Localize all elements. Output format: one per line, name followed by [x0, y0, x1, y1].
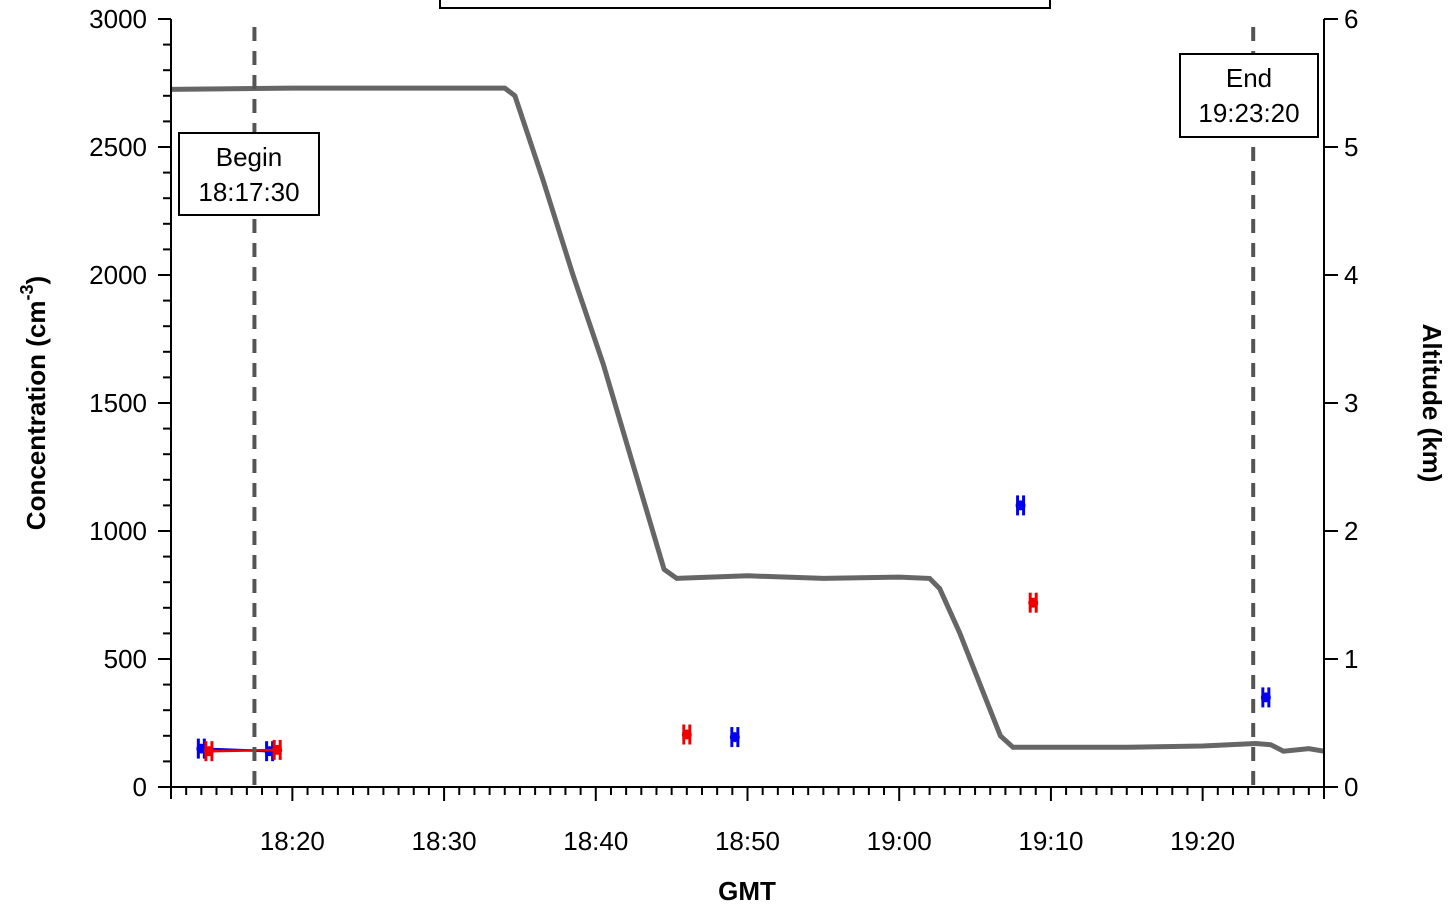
x-tick-label: 18:20 [260, 826, 325, 856]
y-right-tick-label: 3 [1344, 388, 1358, 418]
series-1-point [272, 744, 283, 755]
series-0-point [1260, 692, 1271, 703]
event-time: 18:17:30 [198, 177, 299, 207]
series-1-point [203, 746, 214, 757]
y-left-tick-label: 2500 [89, 132, 147, 162]
events-layer: Begin 18:17:30 End 19:23:20 [178, 27, 1319, 787]
event-label: Begin [216, 142, 283, 172]
series-0-point [729, 732, 740, 743]
y-right-tick-label: 5 [1344, 132, 1358, 162]
y-left-tick-label: 3000 [89, 4, 147, 34]
series-1-point [1028, 597, 1039, 608]
event-box [1179, 53, 1319, 138]
event-time: 19:23:20 [1198, 98, 1299, 128]
series-1-point [681, 729, 692, 740]
y-left-tick-label: 1000 [89, 516, 147, 546]
x-tick-label: 19:20 [1170, 826, 1235, 856]
y-axis-right-title: Altitude (km) [1417, 324, 1447, 483]
y-left-tick-label: 500 [104, 644, 147, 674]
altitude-line [170, 85, 1325, 754]
x-tick-label: 18:50 [715, 826, 780, 856]
y-right-tick-label: 0 [1344, 772, 1358, 802]
y-right-tick-label: 2 [1344, 516, 1358, 546]
altitude-layer [170, 85, 1325, 754]
y-right-tick-label: 4 [1344, 260, 1358, 290]
event-label: End [1226, 63, 1272, 93]
plot-area [171, 19, 1324, 787]
x-tick-label: 19:00 [867, 826, 932, 856]
series-1-line [208, 748, 278, 753]
x-tick-label: 18:40 [563, 826, 628, 856]
y-axis-left-title-sup: -3 [17, 284, 37, 300]
y-left-tick-label: 2000 [89, 260, 147, 290]
x-tick-label: 18:30 [412, 826, 477, 856]
y-axis-left-title-suffix: ) [21, 276, 51, 285]
x-axis-title: GMT [718, 876, 776, 906]
event-box [178, 132, 320, 216]
ticks-layer: 18:20 18:30 18:40 18:50 19:00 19:10 19:20 0 500 1… [89, 4, 1358, 856]
y-right-tick-label: 1 [1344, 644, 1358, 674]
series-0-point [1015, 500, 1026, 511]
y-axis-left-title: Concentration (cm-3) [17, 276, 51, 530]
y-right-tick-label: 6 [1344, 4, 1358, 34]
x-tick-label: 19:10 [1018, 826, 1083, 856]
y-left-tick-label: 0 [133, 772, 147, 802]
marks-layer [196, 495, 1271, 762]
y-left-tick-label: 1500 [89, 388, 147, 418]
title-box [439, 0, 1051, 9]
y-axis-left-title-main: Concentration (cm [21, 301, 51, 531]
series-0-point [196, 743, 207, 754]
